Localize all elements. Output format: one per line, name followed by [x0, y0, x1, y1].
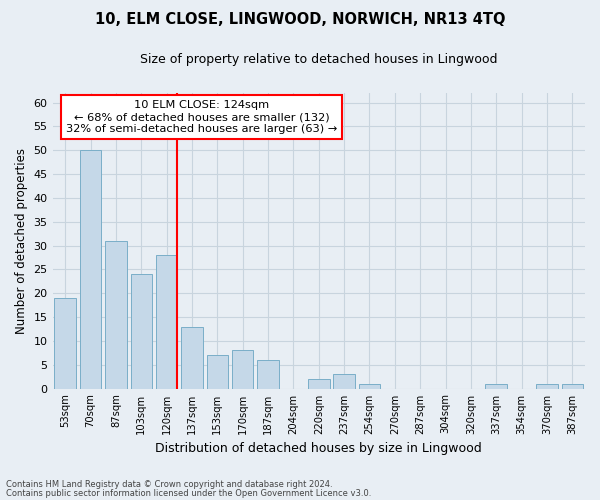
Bar — [536, 384, 558, 388]
Bar — [105, 241, 127, 388]
Bar — [80, 150, 101, 388]
Bar — [334, 374, 355, 388]
Text: 10, ELM CLOSE, LINGWOOD, NORWICH, NR13 4TQ: 10, ELM CLOSE, LINGWOOD, NORWICH, NR13 4… — [95, 12, 505, 28]
Bar — [562, 384, 583, 388]
Title: Size of property relative to detached houses in Lingwood: Size of property relative to detached ho… — [140, 52, 497, 66]
Text: Contains HM Land Registry data © Crown copyright and database right 2024.: Contains HM Land Registry data © Crown c… — [6, 480, 332, 489]
Bar — [359, 384, 380, 388]
Bar — [206, 355, 228, 388]
Y-axis label: Number of detached properties: Number of detached properties — [15, 148, 28, 334]
X-axis label: Distribution of detached houses by size in Lingwood: Distribution of detached houses by size … — [155, 442, 482, 455]
Text: Contains public sector information licensed under the Open Government Licence v3: Contains public sector information licen… — [6, 489, 371, 498]
Bar — [232, 350, 253, 389]
Bar — [485, 384, 507, 388]
Bar — [257, 360, 279, 388]
Text: 10 ELM CLOSE: 124sqm
← 68% of detached houses are smaller (132)
32% of semi-deta: 10 ELM CLOSE: 124sqm ← 68% of detached h… — [66, 100, 337, 134]
Bar — [156, 255, 178, 388]
Bar — [55, 298, 76, 388]
Bar — [181, 326, 203, 388]
Bar — [308, 379, 329, 388]
Bar — [131, 274, 152, 388]
